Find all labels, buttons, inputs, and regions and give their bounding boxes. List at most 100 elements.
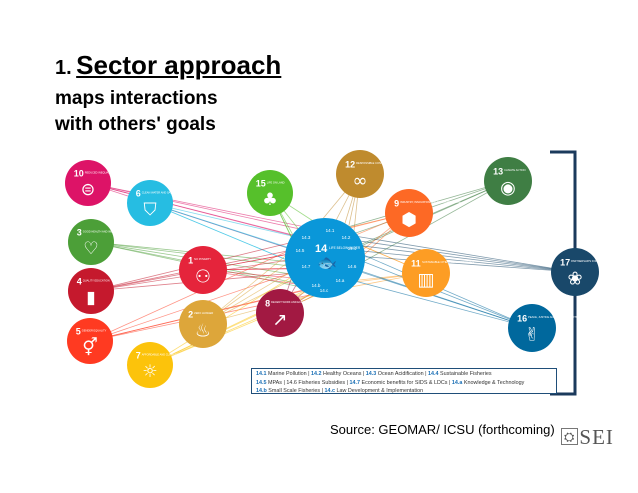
goal-14-label: LIFE BELOW WATER xyxy=(329,246,361,250)
goal-node-17: 17 PARTNERSHIPS FOR THE GOALS ❀ xyxy=(551,248,613,296)
legend-code: 14.7 xyxy=(349,379,361,386)
goal-13-icon: ◉ xyxy=(500,177,516,198)
goal-8-number: 8 xyxy=(265,298,270,308)
goal-17-label: PARTNERSHIPS FOR THE GOALS xyxy=(571,259,613,263)
goal-node-1: 1 NO POVERTY ⚇ xyxy=(179,246,227,294)
target-14.7: 14.7 xyxy=(302,264,311,269)
goal-9-label: INDUSTRY, INNOVATION AND INFRASTRUCTURE xyxy=(400,200,461,204)
goal-5-number: 5 xyxy=(76,327,81,337)
goal-node-15: 15 LIFE ON LAND ♣ xyxy=(247,170,293,216)
goal-2-icon: ♨ xyxy=(195,320,211,341)
goal-1-circle xyxy=(179,246,227,294)
legend-text: Marine Pollution | xyxy=(266,371,312,377)
goal-4-circle xyxy=(68,268,114,314)
target-14.6: 14.6 xyxy=(348,264,357,269)
target-14.c: 14.c xyxy=(320,288,329,293)
goal-6-icon: ⛉ xyxy=(144,200,157,220)
goal-6-label: CLEAN WATER AND SANITATION xyxy=(142,190,183,194)
legend-code: 14.a xyxy=(451,379,463,386)
goal-12-circle xyxy=(336,150,384,198)
goal-12-label: RESPONSIBLE CONSUMPTION AND PRODUCTION xyxy=(356,161,419,165)
goal-1-number: 1 xyxy=(188,255,193,265)
goal-3-number: 3 xyxy=(77,228,82,238)
goal-15-label: LIFE ON LAND xyxy=(267,180,285,184)
subtitle-line-1: maps interactions xyxy=(55,88,218,109)
goal-15-icon: ♣ xyxy=(262,190,277,210)
target-14.b: 14.b xyxy=(312,283,321,288)
goal-17-circle xyxy=(551,248,599,296)
link-g10 xyxy=(87,182,331,233)
goal-16-label: PEACE, JUSTICE AND STRONG INSTITUTIONS xyxy=(528,315,586,319)
goal-17-number: 17 xyxy=(560,257,570,267)
goal-7-circle xyxy=(127,342,173,388)
goal-15-circle xyxy=(247,170,293,216)
goal-5-circle xyxy=(67,318,113,364)
goal-13-label: CLIMATE ACTION xyxy=(504,168,526,172)
goal-10-circle xyxy=(65,160,111,206)
goal-node-9: 9 INDUSTRY, INNOVATION AND INFRASTRUCTURE… xyxy=(385,189,461,237)
goal-4-icon: ▮ xyxy=(86,288,96,308)
goal-node-4: 4 QUALITY EDUCATION ▮ xyxy=(68,268,114,314)
legend-text: Ocean Acidification | xyxy=(376,371,429,377)
goal-12-icon: ∞ xyxy=(353,170,368,191)
goal-nodes: 10 REDUCED INEQUALITIES ⊜ 6 CLEAN WATER AND … xyxy=(65,150,613,388)
link-g17 xyxy=(345,238,576,273)
legend-code: 14.1 xyxy=(256,371,267,377)
goal-node-13: 13 CLIMATE ACTION ◉ xyxy=(484,157,532,205)
goal-3-icon: ♡ xyxy=(83,239,98,259)
legend-code: 14.3 xyxy=(365,371,377,377)
goal-8-circle xyxy=(256,289,304,337)
legend-code: 14.c xyxy=(324,388,336,394)
goal-node-7: 7 AFFORDABLE AND CLEAN ENERGY ☼ xyxy=(127,342,186,388)
title-heading: Sector approach xyxy=(76,50,282,80)
link-g16 xyxy=(351,267,533,329)
target-legend: 14.1 Marine Pollution | 14.2 Healthy Oce… xyxy=(251,368,557,394)
legend-text: Knowledge & Technology xyxy=(462,379,525,386)
legend-text: Law Development & Implementation xyxy=(335,388,424,394)
goal-node-3: 3 GOOD HEALTH AND WELL-BEING ♡ xyxy=(68,219,124,265)
goal-4-label: QUALITY EDUCATION xyxy=(83,278,110,282)
goal-4-number: 4 xyxy=(77,277,82,287)
goal-node-6: 6 CLEAN WATER AND SANITATION ⛉ xyxy=(127,180,182,226)
source-note: Source: GEOMAR/ ICSU (forthcoming) xyxy=(330,422,555,437)
goal-11-label: SUSTAINABLE CITIES AND COMMUNITIES xyxy=(422,260,474,264)
goal-node-8: 8 DECENT WORK AND ECONOMIC GROWTH ↗ xyxy=(256,289,324,337)
target-14.1: 14.1 xyxy=(326,228,335,233)
goal-node-10: 10 REDUCED INEQUALITIES ⊜ xyxy=(65,160,116,206)
goal-15-number: 15 xyxy=(256,179,266,189)
goal-11-icon: ▥ xyxy=(417,269,434,290)
goal-10-label: REDUCED INEQUALITIES xyxy=(85,170,117,174)
goal-6-circle xyxy=(127,180,173,226)
legend-code: 14.5 xyxy=(256,379,267,386)
goal-16-circle xyxy=(508,304,556,352)
goal-1-icon: ⚇ xyxy=(195,266,211,287)
goal-17-icon: ❀ xyxy=(567,268,582,289)
goal-9-circle xyxy=(385,189,433,237)
legend-text: Small Scale Fisheries | xyxy=(266,388,325,394)
legend-text: Sustainable Fisheries xyxy=(438,371,492,377)
goal-node-12: 12 RESPONSIBLE CONSUMPTION AND PRODUCTION… xyxy=(336,150,419,198)
title-number: 1. xyxy=(55,57,72,79)
sei-logo: ⛭ SEI xyxy=(561,425,614,450)
legend-row-1: 14.1 Marine Pollution | 14.2 Healthy Oce… xyxy=(256,370,552,379)
legend-text: MPAs | 14.6 Fisheries Subsidies | xyxy=(266,379,350,386)
goal-8-label: DECENT WORK AND ECONOMIC GROWTH xyxy=(271,300,324,304)
goal-16-number: 16 xyxy=(517,313,527,323)
goal-8-icon: ↗ xyxy=(272,309,287,330)
goal-13-circle xyxy=(484,157,532,205)
goal-6-number: 6 xyxy=(136,189,141,199)
goal-9-icon: ⬢ xyxy=(401,209,417,230)
legend-row-2: 14.5 MPAs | 14.6 Fisheries Subsidies | 1… xyxy=(256,379,552,388)
goal-1-label: NO POVERTY xyxy=(194,257,211,261)
legend-text: Economic benefits for SIDS & LDCs | xyxy=(360,379,452,386)
goal-12-number: 12 xyxy=(345,159,355,169)
goal-16-icon: ✌ xyxy=(524,324,539,345)
goal-5-icon: ⚥ xyxy=(82,337,98,358)
legend-text: Healthy Oceans | xyxy=(321,371,366,377)
goal-14-circle xyxy=(285,218,365,298)
legend-code: 14.2 xyxy=(311,371,322,377)
slide-title: 1. Sector approach xyxy=(55,50,281,81)
goal-5-label: GENDER EQUALITY xyxy=(82,328,107,332)
link-g7 xyxy=(149,281,341,366)
